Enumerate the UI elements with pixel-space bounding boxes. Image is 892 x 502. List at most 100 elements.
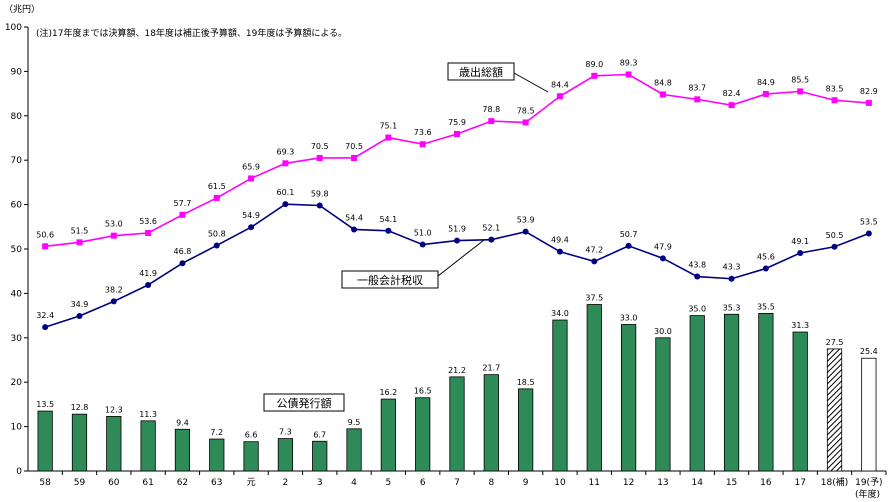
- bond-bar: [380, 398, 396, 472]
- tax-revenue-label: 59.8: [311, 189, 329, 198]
- bond-bar-label: 16.2: [379, 388, 397, 397]
- expenditure-marker: [351, 154, 358, 161]
- x-tick-label: 7: [454, 478, 460, 488]
- bond-bar: [620, 324, 637, 472]
- tax-revenue-marker: [419, 241, 426, 248]
- y-tick-label: 40: [11, 289, 23, 299]
- expenditure-label: 78.8: [482, 105, 500, 114]
- bond-bar-label: 9.4: [176, 418, 189, 427]
- x-tick-label: 60: [108, 478, 120, 488]
- expenditure-marker: [625, 71, 632, 78]
- expenditure-label: 82.4: [723, 89, 741, 98]
- expenditure-label: 65.9: [242, 162, 260, 171]
- expenditure-marker: [282, 160, 289, 167]
- tax-revenue-label: 51.0: [414, 229, 432, 238]
- bond-bar: [106, 415, 122, 472]
- bond-bar-label: 7.2: [210, 428, 223, 437]
- bond-bar: [37, 410, 53, 472]
- legend-tax-revenue-box: [341, 270, 439, 289]
- bond-issuance-bars: [37, 304, 877, 472]
- bond-bar: [689, 315, 705, 472]
- expenditure-label: 84.4: [551, 80, 569, 89]
- bond-bar-label: 27.5: [826, 338, 844, 347]
- expenditure-marker: [179, 211, 186, 218]
- tax-revenue-marker: [213, 242, 220, 249]
- bond-bar: [826, 348, 843, 472]
- legend-bond-issuance-label: 公債発行額: [277, 396, 332, 410]
- tax-revenue-label: 60.1: [276, 188, 294, 197]
- bond-bar-label: 35.0: [688, 305, 706, 314]
- tax-revenue-marker: [454, 237, 460, 244]
- bond-bar-label: 16.5: [414, 387, 432, 396]
- x-tick-label: 62: [177, 478, 188, 488]
- expenditure-label: 70.5: [311, 142, 329, 151]
- tax-revenue-label: 52.1: [482, 224, 500, 233]
- x-tick-label: 18(補): [821, 476, 848, 488]
- bond-bar: [415, 397, 431, 472]
- tax-revenue-label: 45.6: [757, 253, 775, 262]
- tax-revenue-label: 43.3: [723, 263, 741, 272]
- tax-revenue-label: 50.5: [826, 231, 844, 240]
- expenditure-label: 84.9: [757, 78, 775, 87]
- expenditure-line: [45, 73, 869, 248]
- tax-revenue-marker: [831, 243, 838, 250]
- x-tick-label: 11: [589, 478, 600, 488]
- tax-revenue-label: 38.2: [105, 285, 123, 294]
- y-tick-label: 10: [11, 423, 23, 433]
- legend-bond-issuance-box: [263, 393, 345, 412]
- bond-bar: [552, 319, 568, 472]
- expenditure-label: 53.0: [105, 220, 123, 229]
- x-tick-label: 19(予): [855, 477, 882, 488]
- legend-expenditure-arrow: [513, 72, 549, 93]
- tax-revenue-marker: [248, 224, 255, 231]
- expenditure-label: 70.5: [345, 142, 363, 151]
- tax-revenue-label: 49.4: [551, 236, 569, 245]
- x-tick-label: 4: [351, 478, 357, 488]
- expenditure-marker: [110, 232, 117, 239]
- y-tick-label: 90: [11, 67, 23, 77]
- tax-revenue-marker: [694, 273, 701, 280]
- expenditure-marker: [213, 194, 220, 201]
- expenditure-label: 83.5: [826, 84, 844, 93]
- x-tick-label: 10: [554, 478, 566, 488]
- tax-revenue-label: 49.1: [791, 237, 809, 246]
- expenditure-label: 73.6: [414, 128, 432, 137]
- bond-bar: [518, 388, 534, 472]
- y-tick-label: 80: [11, 112, 23, 122]
- tax-revenue-label: 51.9: [448, 225, 466, 234]
- x-tick-label: 8: [488, 478, 494, 488]
- bond-bar: [71, 413, 88, 472]
- y-tick-label: 100: [5, 23, 22, 33]
- expenditure-marker: [694, 96, 701, 103]
- bond-bar: [312, 440, 328, 472]
- expenditure-marker: [591, 72, 598, 79]
- bond-bar: [758, 312, 774, 472]
- bond-bar: [277, 438, 294, 472]
- tax-revenue-label: 54.1: [379, 215, 397, 224]
- bond-bar: [483, 374, 499, 472]
- y-tick-label: 50: [11, 245, 23, 255]
- expenditure-label: 61.5: [208, 182, 226, 191]
- expenditure-label: 50.6: [36, 230, 54, 239]
- bond-bar: [174, 428, 191, 472]
- bond-bar-label: 30.0: [654, 327, 672, 336]
- bond-bar: [723, 313, 740, 472]
- expenditure-marker: [385, 134, 392, 141]
- tax-revenue-marker: [591, 258, 598, 265]
- tax-revenue-label: 54.4: [345, 213, 363, 222]
- y-tick-label: 60: [11, 201, 23, 211]
- bond-bar-label: 12.8: [71, 403, 89, 412]
- bond-bar-label: 6.7: [313, 430, 326, 439]
- expenditure-label: 82.9: [860, 87, 878, 96]
- bond-bar-label: 11.3: [139, 410, 157, 419]
- x-tick-label: 2: [283, 478, 289, 488]
- tax-revenue-marker: [351, 226, 358, 233]
- tax-revenue-label: 32.4: [36, 311, 54, 320]
- bond-bar-label: 35.5: [757, 302, 775, 311]
- expenditure-marker: [865, 99, 872, 106]
- bond-bar-label: 9.5: [348, 418, 361, 427]
- bond-bar-label: 33.0: [620, 313, 638, 322]
- y-tick-label: 20: [11, 378, 23, 388]
- x-tick-label: 14: [692, 478, 704, 488]
